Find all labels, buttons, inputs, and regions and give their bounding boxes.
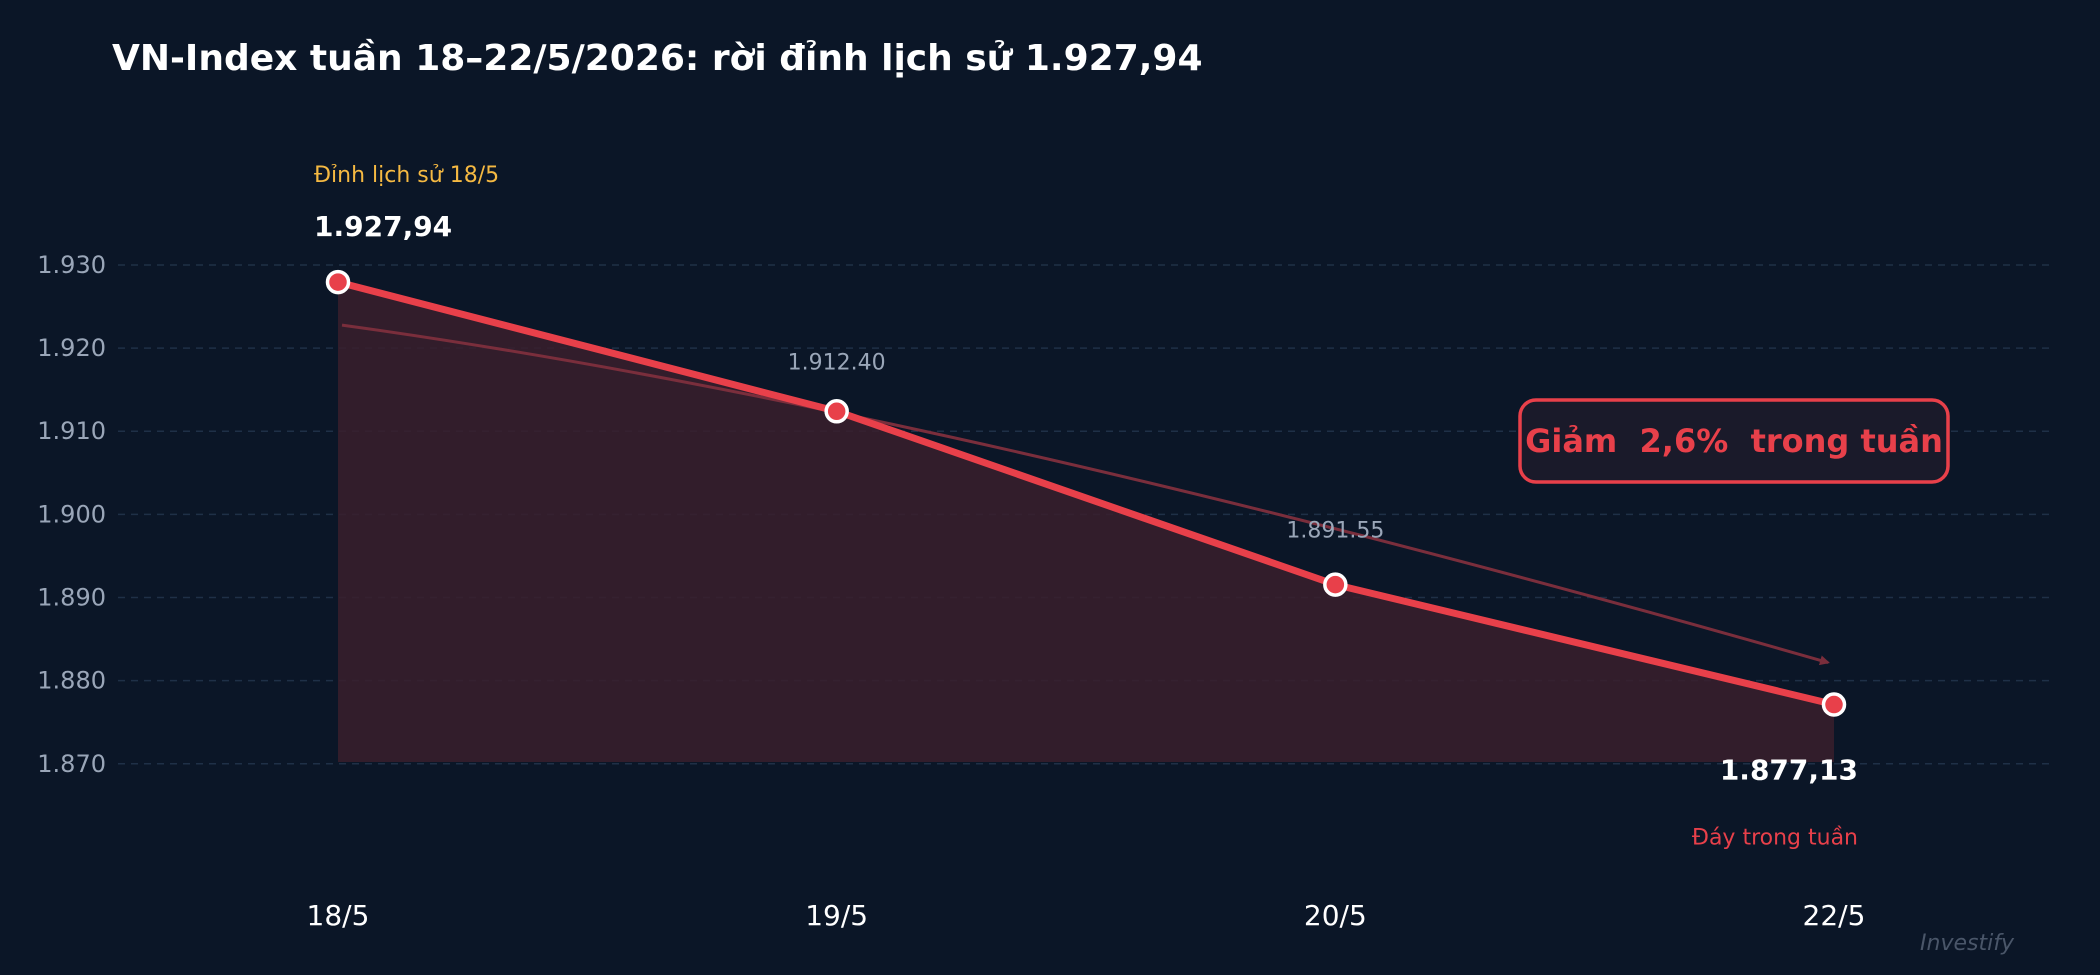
peak-annotation: Đỉnh lịch sử 18/5 — [314, 163, 499, 188]
data-points — [325, 269, 1847, 717]
y-tick-label: 1.910 — [37, 417, 106, 445]
area-fill — [338, 282, 1834, 762]
y-tick-label: 1.930 — [37, 251, 106, 279]
x-tick-label: 20/5 — [1304, 899, 1367, 932]
chart-title: VN-Index tuần 18–22/5/2026: rời đỉnh lịc… — [112, 38, 1203, 79]
change-badge: Giảm 2,6% trong tuần — [1518, 398, 1950, 484]
data-point — [325, 269, 351, 295]
data-labels: 1.927,94 1.912.40 1.891.55 1.877,13 — [314, 210, 1858, 786]
x-axis-ticks: 18/5 19/5 20/5 22/5 — [307, 899, 1866, 932]
x-tick-label: 18/5 — [307, 899, 370, 932]
trend-arrow — [341, 323, 1830, 666]
data-point — [1821, 692, 1847, 717]
low-annotation: Đáy trong tuần — [1692, 826, 1858, 851]
data-point — [1323, 572, 1348, 597]
y-tick-label: 1.920 — [37, 334, 106, 362]
y-tick-label: 1.900 — [37, 500, 106, 528]
series-line — [334, 278, 1838, 709]
data-label: 1.891.55 — [1286, 519, 1384, 544]
x-tick-label: 22/5 — [1803, 899, 1866, 932]
data-label: 1.927,94 — [314, 210, 452, 243]
change-badge-frame — [1518, 398, 1950, 484]
watermark: Investify — [1920, 931, 2015, 956]
data-label: 1.877,13 — [1720, 754, 1858, 787]
x-tick-label: 19/5 — [805, 899, 868, 932]
y-tick-label: 1.880 — [37, 667, 106, 695]
data-point — [824, 399, 849, 424]
y-tick-label: 1.890 — [37, 584, 106, 612]
y-tick-label: 1.870 — [37, 750, 106, 778]
data-label: 1.912.40 — [788, 350, 886, 375]
y-axis-ticks: 1.930 1.920 1.910 1.900 1.890 1.880 1.870 — [37, 251, 106, 778]
change-badge-text: Giảm 2,6% trong tuần — [1525, 422, 1943, 460]
